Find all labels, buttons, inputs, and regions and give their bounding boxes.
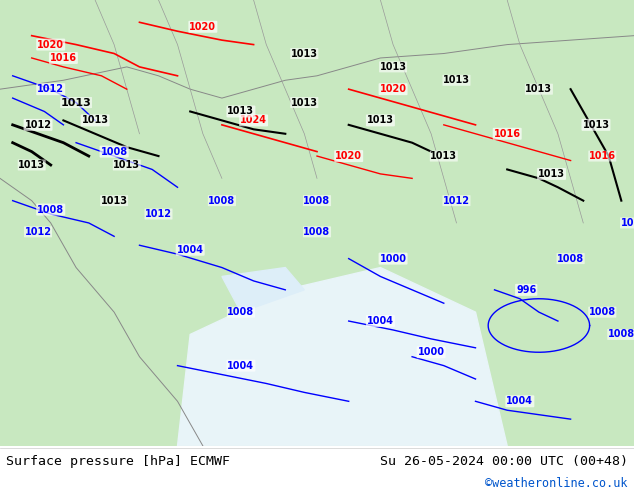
Text: 1012: 1012 [443, 196, 470, 206]
Text: 1013: 1013 [228, 106, 254, 117]
Text: 1008: 1008 [304, 196, 330, 206]
Text: 1004: 1004 [507, 396, 533, 406]
Text: 1016: 1016 [589, 151, 616, 161]
Text: 1004: 1004 [367, 316, 394, 326]
Text: 1004: 1004 [228, 361, 254, 370]
Text: 1013: 1013 [526, 84, 552, 94]
Text: 1013: 1013 [583, 120, 609, 130]
Text: 1024: 1024 [240, 115, 267, 125]
Text: 1000: 1000 [418, 347, 444, 357]
Text: 1013: 1013 [113, 160, 140, 170]
Text: ©weatheronline.co.uk: ©weatheronline.co.uk [485, 477, 628, 490]
Text: 1008: 1008 [589, 307, 616, 317]
Text: 1020: 1020 [380, 84, 406, 94]
Text: 1008: 1008 [304, 227, 330, 237]
Text: 1012: 1012 [25, 227, 51, 237]
Text: 1008: 1008 [608, 329, 634, 340]
Text: 1013: 1013 [380, 62, 406, 72]
Text: Surface pressure [hPa] ECMWF: Surface pressure [hPa] ECMWF [6, 455, 230, 468]
Text: 1013: 1013 [82, 115, 108, 125]
Text: 1008: 1008 [101, 147, 127, 157]
Text: 1008: 1008 [557, 254, 584, 264]
Text: 1012: 1012 [621, 218, 634, 228]
Text: 1020: 1020 [335, 151, 362, 161]
Text: 1013: 1013 [367, 115, 394, 125]
Text: 1012: 1012 [37, 84, 64, 94]
Text: 1016: 1016 [494, 129, 521, 139]
Text: 1008: 1008 [228, 307, 254, 317]
Text: 1004: 1004 [177, 245, 204, 255]
Text: 996: 996 [516, 285, 536, 295]
Text: 1013: 1013 [61, 98, 91, 108]
Text: Su 26-05-2024 00:00 UTC (00+48): Su 26-05-2024 00:00 UTC (00+48) [380, 455, 628, 468]
Text: 1013: 1013 [291, 98, 318, 108]
Text: 1000: 1000 [380, 254, 406, 264]
Text: 1013: 1013 [430, 151, 457, 161]
Text: 1020: 1020 [37, 40, 64, 49]
Text: 1013: 1013 [101, 196, 127, 206]
Text: 1016: 1016 [50, 53, 77, 63]
Text: 1008: 1008 [209, 196, 235, 206]
Text: 1013: 1013 [443, 75, 470, 85]
Text: 1008: 1008 [37, 204, 64, 215]
Text: 1013: 1013 [538, 169, 565, 179]
Polygon shape [222, 268, 304, 312]
Text: 1012: 1012 [25, 120, 51, 130]
Text: 1020: 1020 [190, 22, 216, 32]
Text: 1013: 1013 [18, 160, 45, 170]
Text: 1013: 1013 [291, 49, 318, 58]
Text: 1012: 1012 [145, 209, 172, 219]
Polygon shape [178, 268, 507, 446]
